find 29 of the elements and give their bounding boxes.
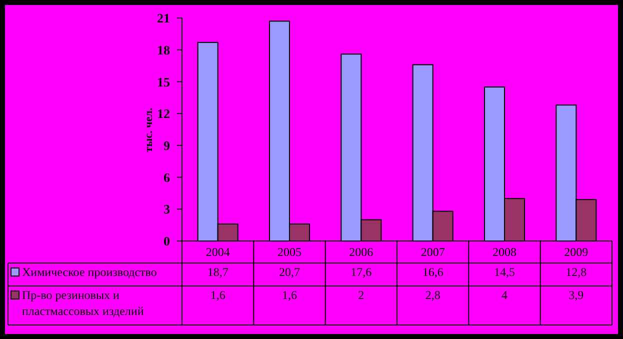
x-tick-label: 2008 bbox=[492, 245, 516, 260]
x-tick-label: 2009 bbox=[564, 245, 588, 260]
data-label: 2,8 bbox=[425, 288, 440, 302]
data-label: 1,6 bbox=[210, 288, 226, 302]
data-label: 1,6 bbox=[282, 288, 297, 302]
y-tick-label: 9 bbox=[164, 138, 170, 153]
x-tick-label: 2005 bbox=[278, 245, 302, 260]
data-label: 18,7 bbox=[207, 265, 228, 279]
x-tick-label: 2007 bbox=[420, 245, 445, 260]
data-label: 3,9 bbox=[568, 288, 584, 302]
data-label: 16,6 bbox=[422, 265, 444, 279]
x-tick-label: 2004 bbox=[206, 245, 230, 260]
y-tick-label: 12 bbox=[157, 106, 170, 122]
data-label: 2 bbox=[358, 288, 364, 302]
y-tick-label: 21 bbox=[157, 10, 170, 26]
y-tick-label: 6 bbox=[164, 170, 170, 185]
data-label: 17,6 bbox=[350, 265, 372, 279]
y-tick-label: 3 bbox=[164, 202, 170, 217]
legend-label: Пр-во резиновых и пластмассовых изделий bbox=[22, 288, 144, 318]
y-axis-title: тыс. чел. bbox=[143, 108, 155, 152]
data-label: 4 bbox=[502, 288, 508, 302]
legend-label: Химическое производство bbox=[22, 265, 157, 279]
y-tick-label: 0 bbox=[164, 234, 170, 249]
data-label: 14,5 bbox=[494, 265, 515, 279]
y-tick-label: 18 bbox=[157, 42, 170, 58]
data-label: 20,7 bbox=[279, 265, 300, 279]
data-label: 12,8 bbox=[566, 265, 587, 279]
x-tick-label: 2006 bbox=[349, 245, 374, 260]
y-tick-label: 15 bbox=[157, 74, 170, 90]
